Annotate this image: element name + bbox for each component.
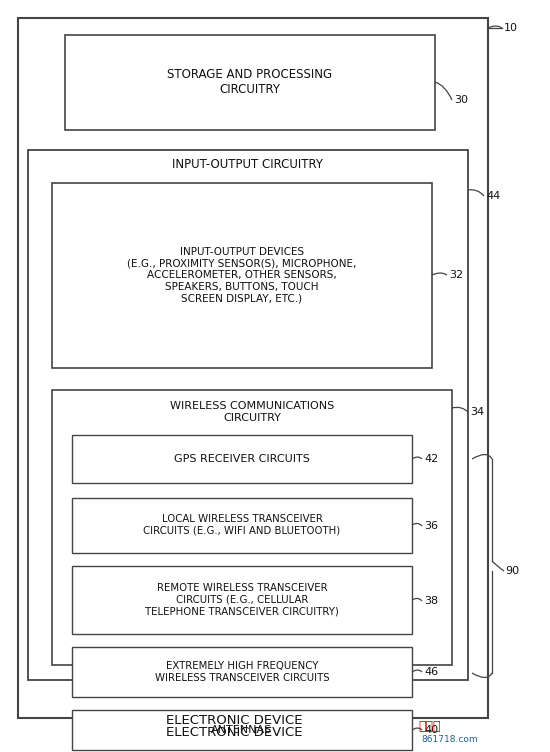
Bar	[72, 566, 412, 634]
Text: 44: 44	[486, 191, 500, 201]
Text: 38: 38	[424, 596, 438, 606]
Text: 861718.com: 861718.com	[422, 735, 478, 744]
Bar	[65, 35, 435, 130]
Text: REMOTE WIRELESS TRANSCEIVER
CIRCUITS (E.G., CELLULAR
TELEPHONE TRANSCEIVER CIRCU: REMOTE WIRELESS TRANSCEIVER CIRCUITS (E.…	[145, 584, 339, 617]
Text: 仪商网: 仪商网	[419, 720, 441, 732]
Text: 90: 90	[505, 566, 519, 576]
Text: INPUT-OUTPUT DEVICES
(E.G., PROXIMITY SENSOR(S), MICROPHONE,
ACCELEROMETER, OTHE: INPUT-OUTPUT DEVICES (E.G., PROXIMITY SE…	[127, 247, 357, 303]
Text: 40: 40	[424, 725, 438, 735]
Bar	[52, 183, 432, 368]
Bar	[72, 710, 412, 750]
Text: 32: 32	[449, 270, 463, 280]
Bar	[72, 498, 412, 553]
Text: 36: 36	[424, 521, 438, 531]
Text: ELECTRONIC DEVICE: ELECTRONIC DEVICE	[166, 714, 302, 726]
Text: 10: 10	[504, 23, 518, 33]
Text: 42: 42	[424, 454, 438, 464]
Text: ANTENNAS: ANTENNAS	[211, 725, 273, 735]
Text: INPUT-OUTPUT CIRCUITRY: INPUT-OUTPUT CIRCUITRY	[173, 159, 323, 171]
Text: ELECTRONIC DEVICE: ELECTRONIC DEVICE	[166, 726, 302, 738]
Text: 46: 46	[424, 667, 438, 677]
Text: GPS RECEIVER CIRCUITS: GPS RECEIVER CIRCUITS	[174, 454, 310, 464]
Bar	[52, 390, 452, 665]
Bar	[18, 18, 488, 718]
Text: STORAGE AND PROCESSING
CIRCUITRY: STORAGE AND PROCESSING CIRCUITRY	[167, 68, 333, 96]
Text: EXTREMELY HIGH FREQUENCY
WIRELESS TRANSCEIVER CIRCUITS: EXTREMELY HIGH FREQUENCY WIRELESS TRANSC…	[155, 661, 329, 683]
Text: WIRELESS COMMUNICATIONS
CIRCUITRY: WIRELESS COMMUNICATIONS CIRCUITRY	[170, 402, 334, 423]
Bar	[28, 150, 468, 680]
Bar	[72, 435, 412, 483]
Bar	[72, 647, 412, 697]
Text: LOCAL WIRELESS TRANSCEIVER
CIRCUITS (E.G., WIFI AND BLUETOOTH): LOCAL WIRELESS TRANSCEIVER CIRCUITS (E.G…	[144, 514, 340, 535]
Text: 30: 30	[454, 95, 468, 105]
Text: 34: 34	[470, 407, 484, 417]
